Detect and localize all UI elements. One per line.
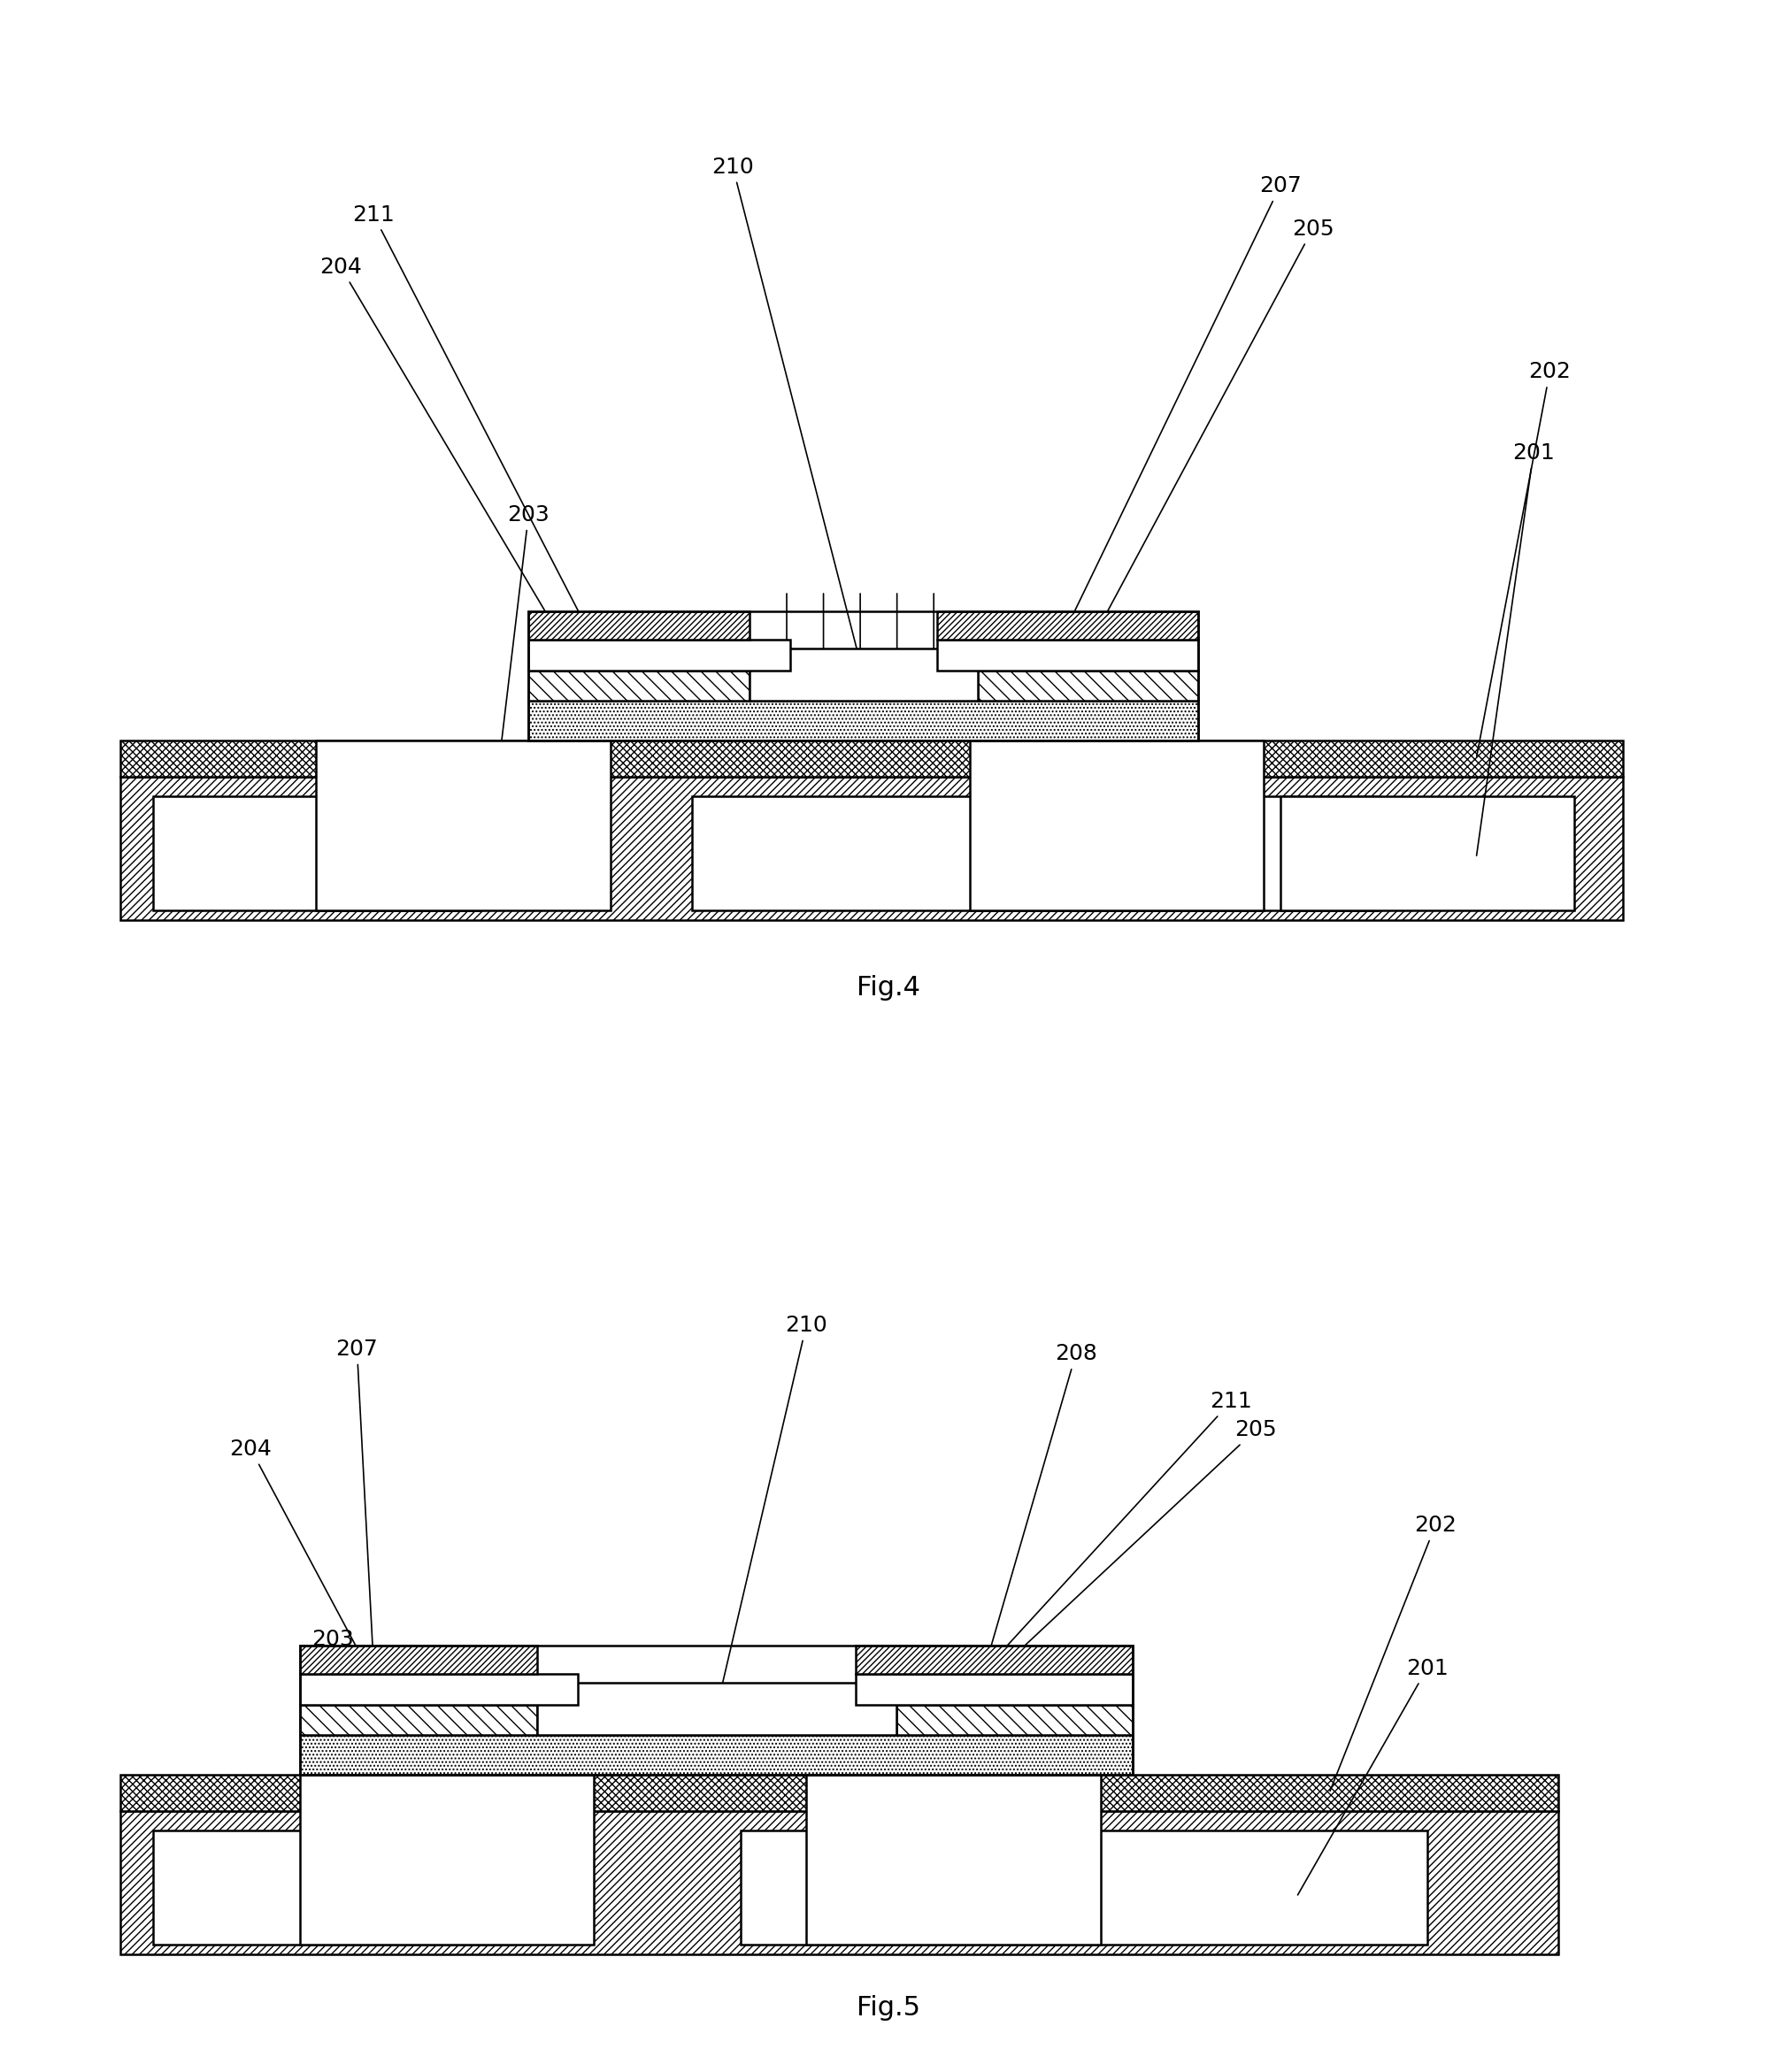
Bar — [856, 1674, 1133, 1705]
Text: 204: 204 — [229, 1438, 414, 1753]
Bar — [1280, 796, 1574, 910]
Bar — [741, 1830, 1428, 1946]
Text: 205: 205 — [980, 1419, 1277, 1689]
Bar — [121, 742, 1623, 777]
Text: 210: 210 — [712, 155, 863, 673]
Text: 203: 203 — [488, 503, 549, 856]
Text: Fig.4: Fig.4 — [856, 976, 920, 1001]
Text: Fig.5: Fig.5 — [856, 1995, 920, 2020]
Text: 207: 207 — [336, 1339, 378, 1658]
Bar — [121, 1811, 1558, 1954]
Bar — [529, 669, 749, 700]
Bar — [856, 1645, 1133, 1674]
Bar — [979, 669, 1199, 700]
Text: 211: 211 — [996, 1390, 1252, 1658]
Bar — [121, 777, 1623, 920]
Bar — [529, 700, 1199, 742]
Text: 210: 210 — [718, 1314, 828, 1707]
Bar — [938, 611, 1199, 640]
Text: 201: 201 — [1298, 1658, 1447, 1896]
Text: 208: 208 — [970, 1343, 1098, 1718]
Bar — [300, 1674, 577, 1705]
Text: 202: 202 — [1330, 1515, 1456, 1790]
Bar — [970, 742, 1265, 910]
Text: 201: 201 — [1476, 441, 1554, 856]
Text: 202: 202 — [1476, 361, 1572, 756]
Bar — [300, 1734, 1133, 1776]
Bar — [529, 611, 1199, 742]
Bar — [153, 796, 480, 910]
Bar — [529, 640, 790, 669]
Bar — [693, 796, 1378, 910]
Bar — [300, 1645, 536, 1674]
Bar — [897, 1705, 1133, 1734]
Text: 205: 205 — [1085, 218, 1334, 653]
Text: 211: 211 — [352, 203, 584, 624]
Bar — [536, 1682, 897, 1734]
Text: 207: 207 — [1069, 176, 1302, 624]
Bar — [806, 1776, 1101, 1946]
Bar — [316, 742, 611, 910]
Text: 204: 204 — [320, 257, 609, 719]
Bar — [300, 1776, 593, 1946]
Bar — [121, 1776, 1558, 1811]
Bar — [529, 611, 749, 640]
Bar — [938, 640, 1199, 669]
Bar — [300, 1705, 536, 1734]
Bar — [749, 649, 979, 700]
Text: 203: 203 — [311, 1629, 430, 1890]
Bar — [153, 1830, 511, 1946]
Bar — [300, 1645, 1133, 1776]
